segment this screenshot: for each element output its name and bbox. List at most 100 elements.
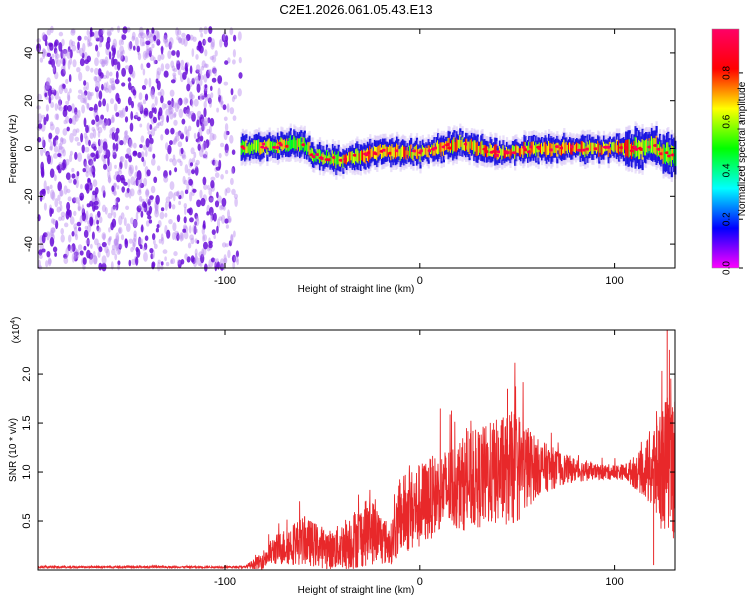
noise-mark — [72, 197, 77, 204]
noise-mark — [87, 35, 92, 43]
noise-mark — [213, 212, 217, 222]
noise-mark — [198, 27, 203, 33]
noise-mark — [119, 156, 125, 163]
noise-mark — [67, 105, 72, 112]
band-core — [470, 138, 473, 150]
noise-mark — [145, 34, 149, 40]
noise-mark — [183, 224, 188, 230]
noise-mark — [124, 238, 129, 249]
noise-mark — [95, 114, 100, 122]
noise-mark — [94, 67, 99, 76]
noise-mark — [57, 153, 62, 158]
noise-mark — [215, 258, 219, 263]
noise-mark — [92, 171, 96, 178]
noise-mark — [95, 37, 100, 42]
noise-mark — [196, 110, 202, 118]
noise-mark — [149, 33, 154, 44]
spectrogram-y-tick-label: 40 — [23, 47, 35, 59]
band-core — [535, 142, 538, 156]
noise-mark — [230, 233, 234, 242]
noise-mark — [57, 181, 62, 192]
noise-mark — [164, 256, 167, 262]
noise-mark — [200, 65, 205, 71]
noise-mark — [109, 161, 112, 172]
noise-mark — [60, 234, 65, 243]
noise-mark — [137, 52, 142, 61]
band-core — [332, 153, 336, 166]
noise-mark — [98, 216, 103, 224]
noise-mark — [168, 105, 173, 115]
noise-mark — [180, 232, 185, 241]
noise-mark — [81, 204, 85, 214]
noise-mark — [217, 87, 221, 98]
band-core — [650, 136, 653, 153]
noise-mark — [172, 113, 177, 119]
noise-mark — [42, 47, 46, 58]
noise-mark — [121, 107, 126, 118]
spectrogram-y-label: Frequency (Hz) — [8, 115, 19, 184]
band-core — [368, 149, 371, 163]
noise-mark — [65, 247, 70, 258]
noise-mark — [140, 210, 144, 218]
noise-mark — [132, 218, 138, 229]
noise-mark — [156, 80, 161, 91]
band-core — [306, 144, 309, 155]
noise-mark — [76, 221, 82, 227]
noise-mark — [84, 183, 90, 191]
noise-mark — [153, 34, 157, 42]
noise-mark — [108, 84, 112, 94]
noise-mark — [206, 128, 211, 135]
noise-mark — [86, 103, 90, 110]
noise-mark — [129, 41, 133, 50]
noise-mark — [203, 184, 208, 191]
noise-mark — [169, 111, 174, 120]
noise-mark — [98, 90, 103, 100]
band-core — [289, 135, 292, 150]
noise-mark — [145, 188, 150, 198]
noise-mark — [115, 112, 120, 117]
noise-mark — [170, 79, 176, 84]
noise-mark — [108, 227, 111, 233]
noise-mark — [54, 135, 59, 141]
noise-mark — [227, 249, 231, 259]
noise-mark — [40, 147, 44, 157]
noise-mark — [142, 68, 146, 76]
noise-mark — [158, 238, 162, 244]
snr-spikes — [364, 330, 668, 566]
noise-mark — [156, 31, 161, 41]
noise-mark — [101, 262, 107, 272]
noise-mark — [194, 252, 198, 263]
noise-mark — [83, 80, 87, 86]
noise-mark — [118, 243, 123, 249]
band-core — [408, 145, 412, 157]
noise-mark — [156, 38, 161, 46]
noise-mark — [62, 159, 67, 169]
band-core — [565, 141, 568, 151]
noise-mark — [147, 146, 152, 152]
noise-mark — [74, 114, 79, 122]
noise-mark — [132, 89, 137, 96]
noise-mark — [191, 48, 195, 58]
noise-mark — [169, 158, 174, 163]
noise-mark — [142, 201, 147, 208]
noise-mark — [157, 259, 161, 264]
noise-mark — [106, 165, 110, 173]
noise-mark — [73, 252, 77, 261]
band-core — [588, 140, 592, 152]
noise-mark — [111, 248, 116, 256]
noise-mark — [135, 111, 139, 119]
noise-mark — [107, 170, 111, 179]
noise-mark — [115, 201, 119, 211]
noise-mark — [56, 165, 61, 171]
noise-mark — [163, 170, 168, 179]
noise-mark — [203, 120, 208, 126]
noise-mark — [106, 36, 111, 44]
noise-mark — [119, 161, 123, 170]
noise-mark — [214, 261, 218, 272]
noise-mark — [56, 206, 61, 213]
colorbar-tick-label: 0.8 — [722, 66, 733, 80]
band-core — [364, 151, 367, 164]
noise-mark — [176, 59, 180, 64]
noise-mark — [111, 126, 116, 133]
spectrogram-y-tick-label: 0 — [23, 145, 35, 151]
